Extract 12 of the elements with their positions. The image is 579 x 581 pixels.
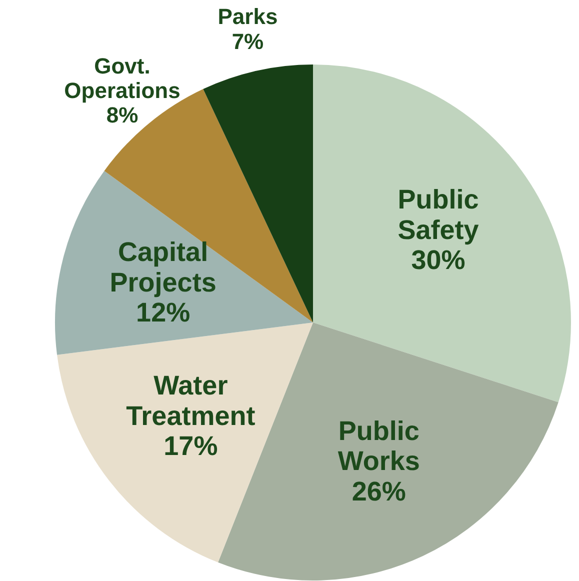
data-label: 30% xyxy=(411,245,466,276)
data-label: 17% xyxy=(164,431,218,462)
data-label: 26% xyxy=(352,476,406,506)
slice-label: Govt. Operations xyxy=(64,53,180,103)
data-label: 7% xyxy=(232,28,264,54)
slice-label: Water Treatment xyxy=(126,370,256,431)
slice-label: Public Works xyxy=(338,416,420,476)
slice-label: Public Safety xyxy=(398,184,479,245)
slice-label: Capital Projects xyxy=(110,237,216,298)
slice-label: Parks xyxy=(218,4,278,30)
data-label: 8% xyxy=(106,102,138,128)
data-label: 12% xyxy=(136,298,190,328)
